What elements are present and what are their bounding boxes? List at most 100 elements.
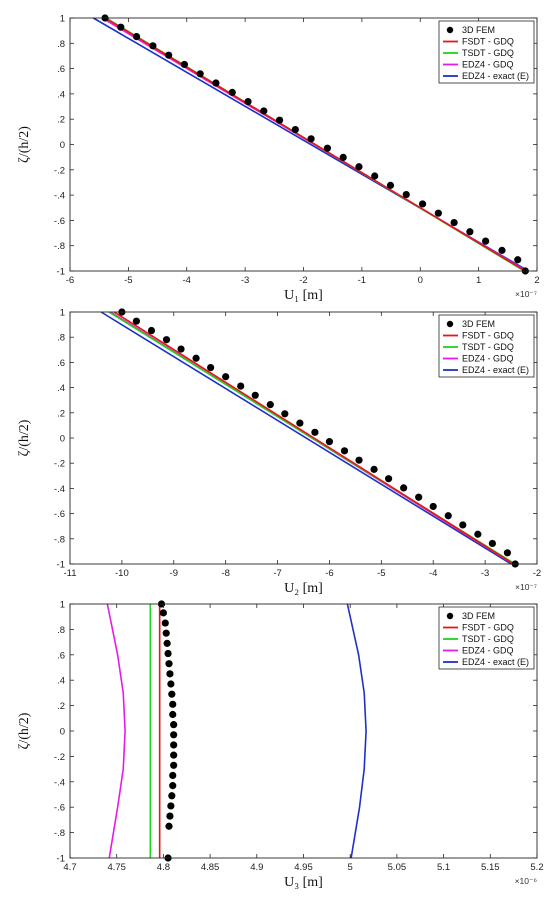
legend-entry: 3D FEM	[462, 611, 495, 621]
legend-entry: EDZ4 - GDQ	[462, 646, 514, 656]
data-point	[167, 802, 175, 810]
data-point	[192, 354, 200, 362]
data-point	[355, 456, 363, 464]
data-point	[402, 190, 410, 199]
data-point	[149, 42, 157, 50]
y-tick-label: 0	[60, 140, 65, 151]
y-tick-label: .8	[57, 333, 65, 344]
data-point	[244, 98, 252, 106]
legend-entry: FSDT - GDQ	[462, 623, 514, 633]
y-tick-label: 1	[60, 308, 65, 319]
data-point	[311, 428, 319, 436]
data-point	[429, 502, 437, 511]
data-point	[340, 447, 349, 455]
y-tick-label: 1	[60, 600, 65, 611]
data-point	[355, 163, 363, 171]
data-point	[339, 153, 347, 161]
x-tick-label: 5.05	[388, 862, 407, 873]
data-point	[170, 741, 178, 749]
data-point	[415, 493, 423, 501]
data-point	[371, 172, 379, 180]
y-axis-label: ζ/(h/2)	[17, 126, 32, 163]
data-point	[169, 700, 177, 708]
x-tick-label: -9	[170, 568, 178, 579]
y-tick-label: .4	[57, 89, 65, 100]
data-point	[466, 228, 474, 236]
x-axis-exponent: ×10⁻⁷	[515, 582, 537, 592]
x-tick-label: -2	[299, 275, 307, 286]
x-tick-label: 5.2	[530, 862, 543, 873]
legend-entry: 3D FEM	[462, 25, 495, 35]
data-point	[260, 107, 268, 115]
series-line-edz4-gdq	[106, 603, 126, 859]
y-tick-label: -1	[57, 560, 65, 571]
y-tick-label: -.8	[54, 241, 65, 252]
x-tick-label: -10	[115, 568, 129, 579]
legend-box	[438, 606, 535, 670]
data-point	[196, 70, 204, 78]
y-tick-label: 0	[60, 727, 65, 738]
data-point	[207, 363, 215, 372]
data-point	[307, 135, 315, 143]
x-tick-label: -6	[66, 275, 74, 286]
data-point	[168, 690, 176, 698]
x-tick-label: 5	[348, 862, 353, 873]
x-tick-label: -3	[481, 568, 489, 579]
data-point	[275, 116, 284, 124]
y-tick-label: .6	[57, 650, 65, 661]
data-point	[444, 512, 452, 520]
x-tick-label: -1	[358, 275, 366, 286]
data-point	[117, 23, 125, 31]
series-line-edz4-exact-e-	[100, 311, 512, 565]
chart-panel-3: 4.7 4.75 4.8 4.85 4.9 4.95 5 5.05 5.1 5.15 5.2 -1 -.…	[17, 600, 544, 891]
data-point	[385, 475, 393, 483]
data-point	[161, 619, 169, 627]
series-line-edz4-exact-e-	[346, 603, 367, 859]
data-point	[132, 317, 141, 325]
data-point	[159, 609, 167, 617]
data-point	[162, 629, 170, 637]
data-point	[450, 218, 458, 227]
data-point	[228, 88, 236, 96]
x-tick-label: 0	[418, 275, 423, 286]
x-tick-label: -11	[63, 568, 76, 579]
data-point	[170, 731, 178, 739]
y-axis-label: ζ/(h/2)	[17, 712, 32, 749]
x-tick-label: -3	[241, 275, 249, 286]
y-tick-label: -.2	[54, 752, 65, 763]
data-point	[237, 382, 245, 390]
x-tick-label: -7	[273, 568, 281, 579]
data-point	[170, 761, 178, 769]
x-tick-label: 4.8	[157, 862, 170, 873]
legend-entry: EDZ4 - GDQ	[462, 354, 514, 364]
chart-panel-2: -11 -10 -9 -8 -7 -6 -5 -4 -3 -2 -1 -.8 -.6 -.4 -.2 0 .2.…	[17, 308, 541, 597]
y-tick-label: -.4	[54, 191, 65, 202]
y-tick-label: -.4	[54, 484, 65, 495]
data-point	[503, 549, 512, 557]
series-line-fsdt-gdq	[113, 311, 515, 565]
data-point	[459, 521, 467, 529]
y-tick-label: .2	[57, 115, 65, 126]
legend-entry: EDZ4 - exact (E)	[462, 365, 529, 375]
data-point	[170, 721, 178, 729]
legend-marker	[446, 26, 454, 34]
legend-entry: TSDT - GDQ	[462, 48, 514, 58]
data-point	[166, 812, 174, 820]
data-point	[165, 822, 173, 830]
x-tick-label: 4.75	[107, 862, 126, 873]
data-point	[164, 649, 172, 658]
x-tick-label: 5.15	[481, 862, 500, 873]
y-tick-label: -1	[57, 854, 65, 865]
data-point	[165, 51, 173, 59]
data-point	[177, 345, 185, 353]
legend-entry: TSDT - GDQ	[462, 342, 514, 352]
y-tick-label: -1	[57, 267, 65, 278]
y-tick-label: -.6	[54, 803, 65, 814]
y-tick-label: 1	[60, 14, 65, 25]
y-tick-label: -.2	[54, 459, 65, 470]
data-point	[163, 639, 171, 647]
data-point	[147, 326, 156, 335]
